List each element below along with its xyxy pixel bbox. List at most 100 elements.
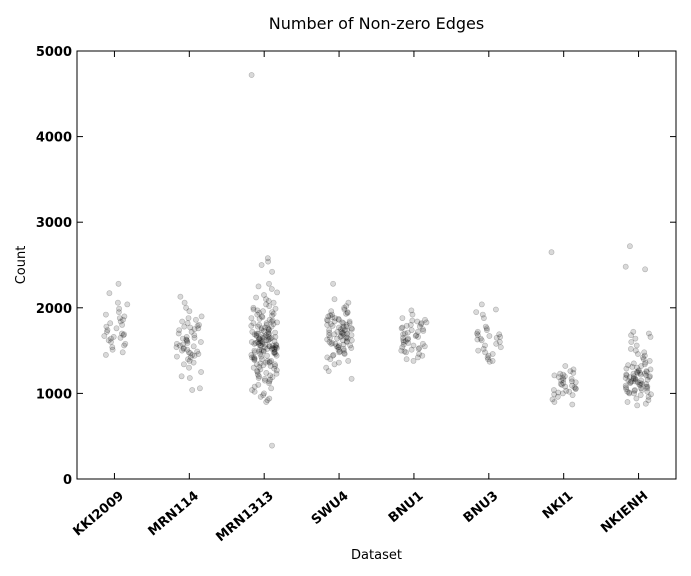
data-point-nkienh (646, 330, 652, 337)
data-point-bnu3 (475, 347, 482, 354)
data-point-swu4 (347, 342, 354, 349)
data-point-nkienh (628, 332, 634, 339)
data-point-swu4 (326, 327, 332, 333)
data-point-nkienh (632, 375, 639, 382)
y-tick-label: 1000 (36, 387, 72, 402)
data-point-mrn1313 (263, 337, 270, 344)
data-point-mrn114 (198, 313, 205, 320)
data-point-bnu1 (398, 347, 405, 354)
data-point-mrn1313 (271, 361, 278, 368)
data-point-kki2009 (116, 309, 122, 315)
data-point-nkienh (637, 369, 643, 376)
data-point-nkienh (633, 342, 640, 349)
data-point-swu4 (345, 357, 352, 364)
data-point-nki1 (556, 374, 562, 380)
data-point-nkienh (643, 383, 650, 390)
data-point-swu4 (348, 326, 355, 333)
data-point-nkienh (635, 351, 641, 357)
data-point-bnu1 (398, 325, 405, 332)
data-point-swu4 (324, 354, 331, 361)
data-point-swu4 (343, 339, 350, 345)
data-point-mrn1313 (257, 342, 264, 349)
data-point-mrn114 (186, 357, 193, 364)
data-point-mrn114 (179, 347, 185, 354)
data-point-nkienh (638, 385, 644, 392)
data-point-mrn1313 (265, 327, 272, 333)
data-point-kki2009 (120, 332, 127, 339)
data-point-bnu1 (419, 340, 426, 347)
data-point-bnu1 (421, 343, 428, 350)
data-point-nkienh (631, 390, 637, 397)
data-point-nki1 (551, 391, 558, 398)
data-point-mrn1313 (267, 363, 274, 369)
data-point-kki2009 (117, 334, 124, 341)
data-point-kki2009 (103, 311, 109, 318)
y-tick-label: 4000 (36, 131, 72, 146)
data-point-nkienh (633, 395, 640, 402)
data-point-mrn114 (184, 339, 191, 346)
data-point-swu4 (348, 325, 355, 332)
data-point-swu4 (339, 337, 346, 344)
data-point-nkienh (643, 368, 650, 374)
data-point-mrn1313 (263, 399, 270, 405)
data-point-mrn1313 (253, 294, 259, 301)
data-point-mrn1313 (254, 339, 261, 345)
data-point-mrn1313 (274, 345, 280, 351)
data-point-kki2009 (104, 327, 111, 333)
data-point-swu4 (346, 318, 353, 325)
data-point-mrn1313 (255, 381, 262, 388)
data-point-mrn114 (184, 346, 191, 353)
data-point-mrn1313 (265, 325, 271, 332)
data-point-mrn1313 (248, 72, 255, 78)
data-point-mrn1313 (269, 342, 276, 349)
data-point-bnu3 (485, 352, 492, 359)
data-point-mrn1313 (254, 371, 261, 378)
data-point-kki2009 (115, 280, 122, 287)
data-point-nkienh (637, 380, 644, 386)
data-point-mrn1313 (251, 340, 258, 347)
data-point-swu4 (327, 321, 334, 327)
data-point-swu4 (331, 296, 338, 303)
data-point-mrn1313 (265, 258, 271, 265)
data-point-kki2009 (109, 344, 116, 351)
data-point-mrn1313 (267, 335, 274, 342)
data-point-swu4 (326, 329, 333, 336)
data-point-nki1 (560, 376, 567, 383)
data-point-nkienh (630, 375, 637, 381)
data-point-mrn1313 (258, 325, 265, 332)
data-point-nki1 (569, 392, 576, 398)
data-point-mrn1313 (261, 333, 268, 340)
x-tick-label: BNU3 (461, 489, 502, 526)
data-point-bnu3 (489, 351, 496, 357)
data-point-nkienh (637, 381, 644, 388)
data-point-swu4 (332, 340, 339, 347)
data-point-mrn1313 (266, 380, 272, 386)
data-point-mrn114 (196, 321, 202, 328)
data-point-swu4 (348, 332, 355, 339)
data-point-bnu3 (489, 357, 496, 364)
data-point-mrn1313 (266, 343, 273, 350)
data-point-mrn114 (180, 345, 187, 351)
data-point-swu4 (344, 327, 350, 334)
data-point-mrn1313 (263, 369, 270, 376)
data-point-mrn114 (187, 350, 194, 357)
data-point-swu4 (339, 330, 346, 337)
data-point-nkienh (624, 399, 631, 405)
data-point-mrn1313 (261, 292, 267, 298)
data-point-nki1 (572, 379, 579, 386)
data-point-mrn114 (180, 345, 187, 352)
data-point-mrn114 (189, 351, 196, 358)
x-tick-label: MRN1313 (213, 489, 276, 545)
data-point-mrn1313 (255, 330, 262, 337)
data-point-mrn1313 (264, 255, 271, 262)
data-point-swu4 (330, 280, 336, 287)
data-point-swu4 (325, 313, 332, 320)
data-point-mrn114 (191, 334, 198, 341)
data-point-mrn1313 (265, 331, 272, 338)
data-point-bnu1 (416, 351, 422, 357)
data-point-bnu3 (482, 323, 489, 330)
data-point-nkienh (643, 372, 650, 379)
data-point-nkienh (634, 369, 641, 376)
data-point-mrn114 (194, 348, 201, 355)
